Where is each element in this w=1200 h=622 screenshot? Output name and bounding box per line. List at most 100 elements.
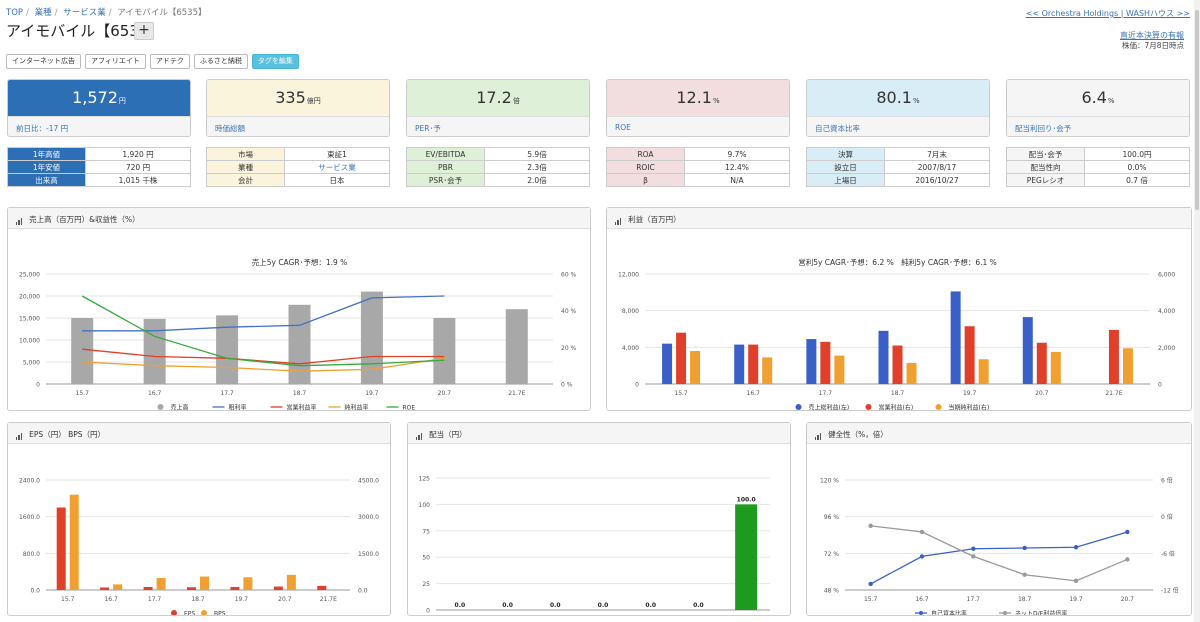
- page-title: アイモバイル【6535】: [6, 22, 164, 40]
- metric-row: 配当･会予 100.0円: [1006, 147, 1190, 161]
- bar: [950, 291, 961, 384]
- metric-key: PEGレシオ: [1006, 173, 1085, 187]
- legend-swatch: [935, 404, 942, 410]
- metric-card[interactable]: 17.2倍 PER･予: [406, 79, 590, 137]
- bar: [56, 507, 66, 590]
- metric-value: N/A: [684, 173, 790, 187]
- x-tick-label: 19.7: [963, 390, 977, 397]
- series-line: [81, 295, 445, 367]
- bar-chart-icon: [16, 431, 23, 440]
- bar: [143, 318, 166, 384]
- series-point: [1125, 529, 1130, 535]
- metric-card[interactable]: 12.1% ROE: [606, 79, 790, 137]
- x-tick-label: 18.7: [1018, 596, 1032, 603]
- bar: [286, 574, 296, 590]
- metric-row: 1年安値 720 円: [7, 160, 191, 174]
- edit-tags-button[interactable]: タグを編集: [251, 54, 299, 69]
- y-tick-label: 0: [426, 608, 430, 615]
- metric-key: 配当･会予: [1006, 147, 1085, 161]
- metric-key: 設立日: [806, 160, 885, 174]
- bar: [978, 359, 989, 384]
- x-tick-label: 18.7: [191, 596, 205, 603]
- profit-panel: 利益（百万円） 営利5y CAGR･予想：6.2 % 純利5y CAGR･予想：…: [606, 207, 1192, 412]
- y2-tick-label: 4,000: [1158, 308, 1175, 315]
- legend-swatch-dot: [1003, 611, 1007, 615]
- y2-tick-label: 2,000: [1158, 345, 1175, 352]
- card-value: 1,572: [72, 88, 118, 107]
- breadcrumb-service[interactable]: サービス業: [63, 8, 106, 18]
- sibling-companies-link[interactable]: << Orchestra Holdings | WASHハウス >>: [1025, 9, 1190, 18]
- metric-card[interactable]: 335億円 時価総額: [206, 79, 390, 137]
- metric-key: ROA: [606, 147, 685, 161]
- legend-label: 自己資本比率: [931, 610, 967, 616]
- metric-key: PBR: [406, 160, 485, 174]
- metric-value: 0.7 倍: [1084, 173, 1190, 187]
- panel-title: 配当（円）: [429, 430, 467, 439]
- metric-table: 1年高値 1,920 円 1年安値 720 円出来高 1,015 千株: [7, 147, 191, 187]
- x-tick-label: 15.7: [61, 596, 75, 603]
- metric-key: 1年安値: [7, 160, 86, 174]
- bar: [1036, 342, 1047, 384]
- metric-card[interactable]: 6.4% 配当利回り･会予: [1006, 79, 1190, 137]
- eps-panel: EPS（円） BPS（円） 0.0 800.0 1600.0 2400.0 0.0 150…: [7, 422, 391, 618]
- x-tick-label: 17.7: [819, 390, 833, 397]
- tag-button[interactable]: アドテク: [149, 54, 190, 69]
- metric-key: 上場日: [806, 173, 885, 187]
- add-button[interactable]: +: [134, 22, 154, 40]
- y-tick-label: 800.0: [23, 551, 40, 558]
- series-point: [1073, 578, 1079, 584]
- page-scrollbar[interactable]: [1194, 0, 1200, 622]
- bar: [762, 357, 773, 384]
- series-point: [1073, 545, 1079, 550]
- card-value-area: 6.4%: [1007, 80, 1189, 116]
- bar: [834, 355, 845, 384]
- data-label: 0.0: [455, 602, 466, 609]
- panel-title: 利益（百万円）: [628, 215, 681, 224]
- metric-row: PSR･会予 2.0倍: [406, 173, 590, 187]
- metric-value: 720 円: [85, 160, 191, 174]
- tag-list: インターネット広告 アフィリエイト アドテク ふるさと納税 タグを編集: [6, 54, 299, 69]
- bar: [734, 344, 745, 384]
- x-tick-label: 18.7: [891, 390, 905, 397]
- bar: [360, 291, 383, 384]
- data-label: 0.0: [598, 602, 609, 609]
- page-scrollbar-thumb[interactable]: [1195, 10, 1199, 210]
- metric-value: 9.7%: [684, 147, 790, 161]
- legend-swatch: [795, 404, 802, 410]
- y2-tick-label: -6 倍: [1161, 550, 1175, 558]
- card-value: 12.1: [676, 88, 712, 107]
- bar: [964, 326, 975, 384]
- metric-row: 決算 7月末: [806, 147, 990, 161]
- y-tick-label: 48 %: [824, 588, 840, 595]
- x-tick-label: 19.7: [365, 390, 379, 397]
- metric-key: ROIC: [606, 160, 685, 174]
- breadcrumb-top[interactable]: TOP: [6, 8, 24, 18]
- legend-label: EPS: [184, 611, 195, 616]
- y-tick-label: 25,000: [19, 272, 40, 279]
- x-tick-label: 17.7: [220, 390, 234, 397]
- metric-key: EV/EBITDA: [406, 147, 485, 161]
- tag-button[interactable]: ふるさと納税: [193, 54, 248, 69]
- breadcrumb-industry[interactable]: 業種: [34, 8, 52, 18]
- metric-value[interactable]: サービス業: [284, 160, 390, 174]
- card-label: 自己資本比率: [807, 116, 989, 136]
- bar: [113, 584, 123, 590]
- tag-button[interactable]: アフィリエイト: [85, 54, 146, 69]
- data-label: 0.0: [693, 602, 704, 609]
- metric-row: PBR 2.3倍: [406, 160, 590, 174]
- metric-row: PEGレシオ 0.7 倍: [1006, 173, 1190, 187]
- x-tick-label: 16.7: [148, 390, 162, 397]
- metric-value: 2.0倍: [484, 173, 590, 187]
- card-value-area: 12.1%: [607, 80, 789, 116]
- metric-card[interactable]: 1,572円 前日比：-17 円: [7, 79, 191, 137]
- metric-key: 業種: [206, 160, 285, 174]
- metric-card[interactable]: 80.1% 自己資本比率: [806, 79, 990, 137]
- metric-value: 1,015 千株: [85, 173, 191, 187]
- metric-value: 2007/8/17: [884, 160, 990, 174]
- y-tick-label: 125: [419, 476, 431, 483]
- tag-button[interactable]: インターネット広告: [6, 54, 81, 69]
- x-tick-label: 21.7E: [1105, 390, 1122, 397]
- latest-report-link[interactable]: 直近本決算の有報: [1120, 31, 1184, 40]
- card-unit: 億円: [306, 97, 321, 105]
- y-tick-label: 2400.0: [19, 478, 40, 485]
